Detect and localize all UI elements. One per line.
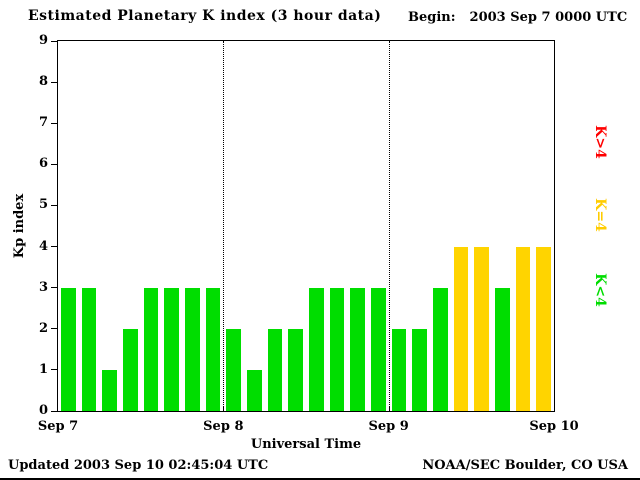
kp-bar	[226, 328, 242, 411]
kp-bar	[184, 287, 200, 411]
y-tick-mark	[51, 81, 58, 83]
kp-bar	[329, 287, 345, 411]
y-tick-label: 3	[38, 279, 48, 295]
begin-time: Begin: 2003 Sep 7 0000 UTC	[408, 10, 627, 25]
y-tick-mark	[51, 410, 58, 412]
y-tick-label: 0	[38, 403, 48, 418]
kp-bar	[536, 246, 552, 411]
kp-bar	[370, 287, 386, 411]
kp-bar	[288, 328, 304, 411]
day-separator	[388, 41, 390, 411]
kp-bar	[102, 369, 118, 411]
legend-item-kp-eq-4: K=4	[592, 198, 608, 232]
x-tick-label: Sep 7	[37, 419, 79, 434]
y-tick-mark	[51, 287, 58, 289]
legend-item-kp-gt-4: K>4	[592, 125, 608, 159]
x-tick-mark	[388, 406, 390, 412]
x-tick-mark	[223, 406, 225, 412]
y-tick-mark	[51, 163, 58, 165]
kp-bar	[308, 287, 324, 411]
x-tick-label: Sep 9	[368, 419, 409, 434]
y-axis-label: Kp index	[12, 193, 27, 259]
y-tick-mark	[51, 328, 58, 330]
y-tick-label: 9	[38, 33, 48, 48]
page-title: Estimated Planetary K index (3 hour data…	[28, 8, 382, 24]
kp-bar	[494, 287, 510, 411]
kp-bar	[60, 287, 76, 411]
y-tick-mark	[51, 40, 58, 42]
x-tick-label: Sep 8	[203, 419, 244, 434]
x-axis-label: Universal Time	[250, 437, 362, 452]
kp-bar	[515, 246, 531, 411]
legend-item-kp-lt-4: K<4	[592, 273, 608, 307]
y-tick-label: 4	[38, 238, 48, 254]
source-text: NOAA/SEC Boulder, CO USA	[422, 458, 628, 473]
x-tick-label: Sep 10	[529, 419, 579, 434]
kp-bar	[267, 328, 283, 411]
y-tick-label: 2	[38, 320, 48, 336]
y-tick-mark	[51, 122, 58, 124]
begin-value: 2003 Sep 7 0000 UTC	[469, 10, 628, 25]
y-tick-mark	[51, 204, 58, 206]
y-tick-label: 7	[38, 115, 48, 131]
y-tick-mark	[51, 246, 58, 248]
y-tick-label: 6	[38, 156, 48, 172]
image-bottom-border	[0, 478, 640, 480]
kp-bar	[205, 287, 221, 411]
y-tick-label: 8	[38, 74, 48, 90]
y-tick-mark	[51, 369, 58, 371]
kp-bar	[391, 328, 407, 411]
kp-bar	[432, 287, 448, 411]
kp-bar	[81, 287, 97, 411]
y-tick-label: 1	[38, 361, 48, 377]
kp-bar	[246, 369, 262, 411]
y-tick-label: 5	[38, 197, 48, 213]
begin-label: Begin:	[408, 10, 456, 25]
kp-bar	[412, 328, 428, 411]
kp-bar	[122, 328, 138, 411]
kp-chart-plot: 0 1 2 3 4 5 6 7 8 9 Sep 7 Sep 8 Sep 9 Sep 10	[38, 33, 579, 434]
kp-bar	[350, 287, 366, 411]
kp-bar	[143, 287, 159, 411]
kp-bar	[474, 246, 490, 411]
kp-bar	[164, 287, 180, 411]
kp-bar	[453, 246, 469, 411]
day-separator	[223, 41, 225, 411]
updated-text: Updated 2003 Sep 10 02:45:04 UTC	[8, 458, 269, 473]
